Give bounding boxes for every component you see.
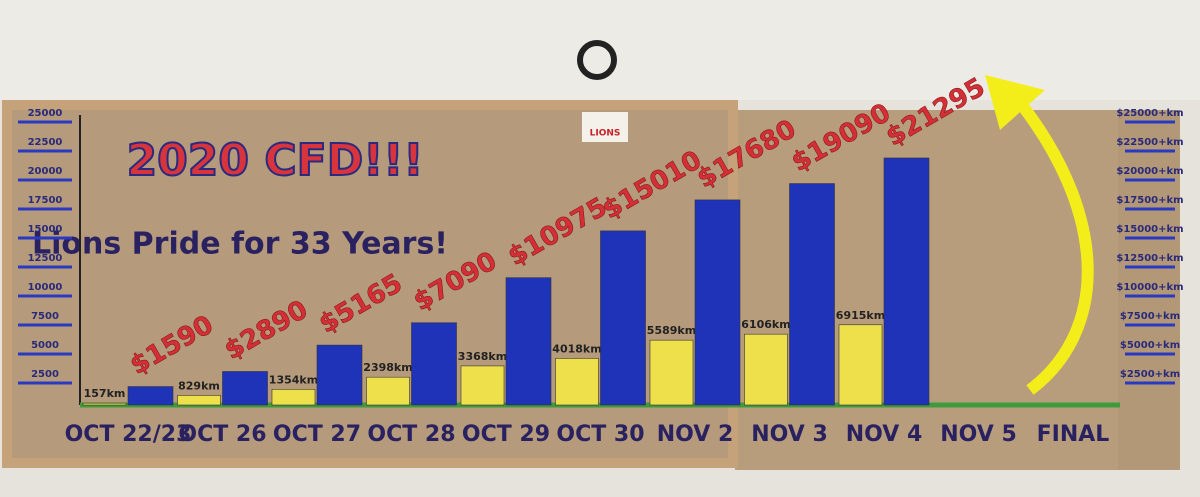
km-bar xyxy=(82,402,127,406)
y2-tick-label: $15000+km xyxy=(1116,224,1183,235)
km-bar xyxy=(366,376,410,406)
km-label: 829km xyxy=(178,379,220,392)
x-tick-label: NOV 2 xyxy=(657,422,734,447)
km-bar xyxy=(177,395,221,406)
y2-tick-label: $20000+km xyxy=(1116,166,1183,177)
dollar-bar xyxy=(222,371,268,406)
chart-subtitle: Lions Pride for 33 Years! xyxy=(32,227,448,262)
dollar-bar xyxy=(883,157,930,406)
y-tick-label: 22500 xyxy=(28,137,63,148)
y2-tick-label: $12500+km xyxy=(1116,253,1183,264)
board-axis-strip xyxy=(1118,110,1180,470)
dollar-bar xyxy=(600,230,646,406)
y2-tick-label: $5000+km xyxy=(1120,340,1180,351)
x-tick-label: OCT 27 xyxy=(273,422,361,447)
km-label: 5589km xyxy=(647,324,696,337)
x-tick-label: NOV 4 xyxy=(846,422,923,447)
km-bar xyxy=(649,339,694,406)
km-bar xyxy=(744,333,788,406)
dollar-bar xyxy=(505,277,552,406)
y-tick-label: 10000 xyxy=(28,282,63,293)
km-bar xyxy=(460,365,505,406)
y-tick-label: 15000 xyxy=(28,224,63,235)
wall-ring xyxy=(577,40,617,80)
y-tick-label: 17500 xyxy=(28,195,63,206)
x-tick-label: OCT 29 xyxy=(462,422,550,447)
y2-tick-label: $10000+km xyxy=(1116,282,1183,293)
y-tick-label: 12500 xyxy=(28,253,63,264)
arrow xyxy=(1005,86,1094,395)
y-tick-label: 7500 xyxy=(31,311,59,322)
x-tick-label: NOV 3 xyxy=(751,422,828,447)
km-label: 4018km xyxy=(552,342,601,355)
dollar-bar xyxy=(127,386,174,406)
km-label: 6106km xyxy=(741,318,790,331)
dollar-bar xyxy=(694,199,741,406)
dollar-bar xyxy=(411,322,457,406)
y2-tick-label: $25000+km xyxy=(1116,108,1183,119)
km-label: 2398km xyxy=(363,361,412,374)
km-label: 1354km xyxy=(269,373,318,386)
x-tick-label: OCT 28 xyxy=(367,422,455,447)
y-tick-label: 5000 xyxy=(31,340,59,351)
x-tick-label: FINAL xyxy=(1037,422,1110,447)
y-tick-label: 20000 xyxy=(28,166,63,177)
y-tick-label: 25000 xyxy=(28,108,63,119)
y2-tick-label: $22500+km xyxy=(1116,137,1183,148)
logo-box xyxy=(582,112,628,142)
km-bar xyxy=(838,324,883,406)
x-tick-label: OCT 22/23 xyxy=(65,422,192,447)
km-label: 3368km xyxy=(458,350,507,363)
dollar-bar xyxy=(789,183,835,406)
chart-title: 2020 CFD!!! xyxy=(127,135,424,186)
y2-tick-label: $7500+km xyxy=(1120,311,1180,322)
y2-tick-label: $17500+km xyxy=(1116,195,1183,206)
y-tick-label: 2500 xyxy=(31,369,59,380)
x-tick-label: NOV 5 xyxy=(940,422,1017,447)
arrow-head xyxy=(985,75,1045,130)
y2-tick-label: $2500+km xyxy=(1120,369,1180,380)
km-bar xyxy=(271,388,316,406)
x-tick-label: OCT 26 xyxy=(178,422,266,447)
km-label: 6915km xyxy=(836,309,885,322)
dollar-bar xyxy=(316,344,363,406)
logo-text: LIONS xyxy=(590,129,621,139)
km-bar xyxy=(555,358,599,406)
x-tick-label: OCT 30 xyxy=(556,422,644,447)
km-label: 157km xyxy=(84,387,126,400)
